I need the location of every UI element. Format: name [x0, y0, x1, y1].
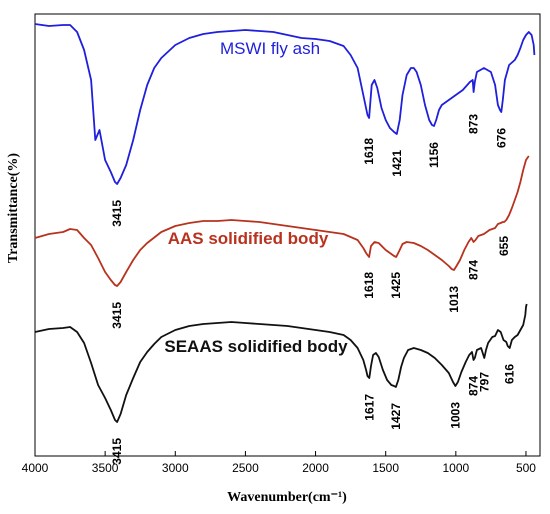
series-label-2: AAS solidified body — [168, 229, 329, 248]
peak-label: 1618 — [362, 272, 376, 299]
peak-label: 1003 — [448, 402, 462, 429]
x-axis-title: Wavenumber(cm⁻¹) — [227, 490, 347, 505]
peak-label: 655 — [497, 236, 511, 256]
peak-label: 1013 — [447, 286, 461, 313]
peak-label: 873 — [467, 114, 481, 134]
x-tick-label: 500 — [516, 461, 536, 475]
plot-frame — [34, 13, 541, 457]
peak-label: 3415 — [110, 200, 124, 227]
y-axis-title: Transmittance(%) — [6, 153, 21, 263]
peak-label: 1425 — [389, 272, 403, 299]
x-tick-label: 4000 — [22, 461, 49, 475]
series-line-2 — [34, 155, 530, 287]
peak-label: 874 — [467, 376, 481, 396]
peak-label: 1421 — [390, 150, 404, 177]
peak-label: 1427 — [389, 403, 403, 430]
peak-label: 1618 — [362, 138, 376, 165]
peak-label: 3415 — [110, 438, 124, 465]
x-tick-label: 2500 — [232, 461, 259, 475]
series-line-3 — [34, 303, 528, 423]
series-line-1 — [34, 23, 536, 185]
series-label-1: MSWI fly ash — [220, 39, 320, 58]
x-tick-label: 3000 — [162, 461, 189, 475]
peak-label: 616 — [503, 364, 517, 384]
series-label-3: SEAAS solidified body — [164, 337, 348, 356]
x-tick-label: 1000 — [442, 461, 469, 475]
series-lines — [34, 23, 536, 423]
peak-label: 676 — [494, 128, 508, 148]
peak-label: 797 — [477, 372, 491, 392]
x-tick-label: 2000 — [302, 461, 329, 475]
x-axis-ticks: 4000 3500 3000 2500 2000 1500 1000 500 — [22, 451, 536, 475]
peak-labels: 3415 1618 1421 1156 873 676 3415 1618 1425 1013 87… — [110, 114, 517, 465]
peak-label: 1156 — [427, 142, 441, 168]
x-tick-label: 1500 — [372, 461, 399, 475]
peak-label: 3415 — [110, 302, 124, 329]
series-labels: MSWI fly ash AAS solidified body SEAAS sol… — [164, 39, 348, 356]
x-tick-label: 3500 — [92, 461, 119, 475]
peak-label: 874 — [467, 260, 481, 280]
peak-label: 1617 — [362, 394, 376, 421]
